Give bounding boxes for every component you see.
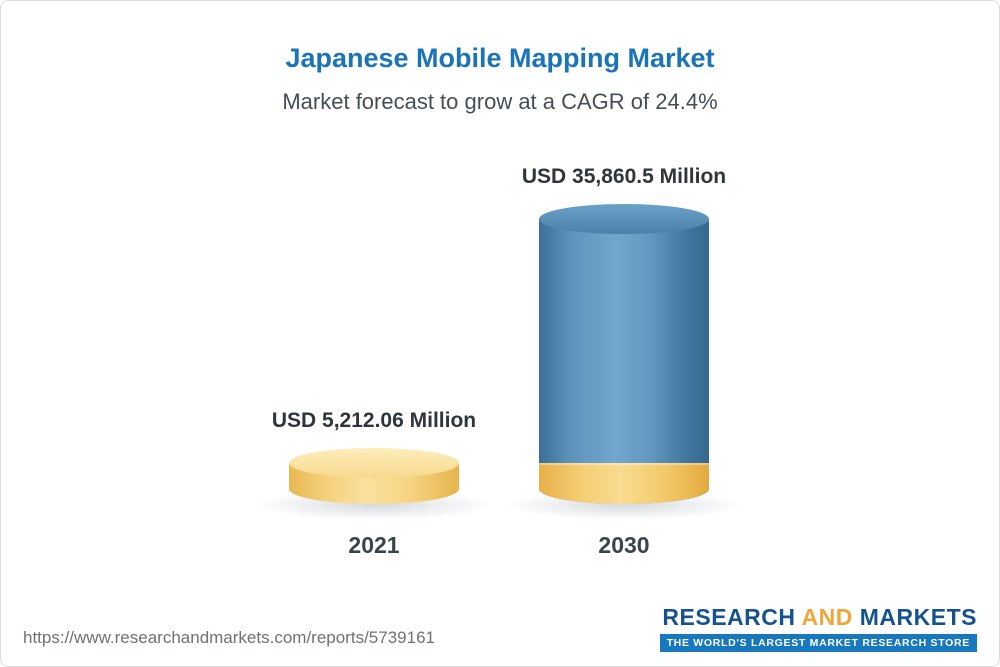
cylinder-top-2021: [289, 448, 459, 478]
logo-word-markets: MARKETS: [859, 604, 977, 630]
page-subtitle: Market forecast to grow at a CAGR of 24.…: [282, 89, 718, 114]
logo-wordmark: RESEARCH AND MARKETS: [660, 604, 977, 631]
cylinder-top-2030: [539, 204, 709, 234]
cylinder-2030: [539, 204, 709, 504]
report-url[interactable]: https://www.researchandmarkets.com/repor…: [23, 628, 435, 647]
x-axis-label-2030: 2030: [598, 532, 650, 558]
value-label-2030: USD 35,860.5 Million: [521, 165, 727, 188]
value-label-2021: USD 5,212.06 Million: [271, 409, 477, 432]
cylinder-2021: [289, 448, 459, 504]
research-and-markets-logo[interactable]: RESEARCH AND MARKETS THE WORLD'S LARGEST…: [659, 604, 977, 652]
logo-word-and: AND: [801, 604, 853, 630]
cylinder-body-2030: [539, 219, 709, 504]
bar-2021: USD 5,212.06 Million: [272, 409, 476, 504]
logo-tagline: THE WORLD'S LARGEST MARKET RESEARCH STOR…: [659, 634, 977, 652]
cylinder-base-band-2030: [539, 463, 709, 504]
page-title: Japanese Mobile Mapping Market: [285, 43, 715, 73]
x-axis-label-2021: 2021: [348, 532, 400, 558]
bar-2030: USD 35,860.5 Million: [522, 165, 726, 504]
logo-word-research: RESEARCH: [662, 604, 796, 630]
